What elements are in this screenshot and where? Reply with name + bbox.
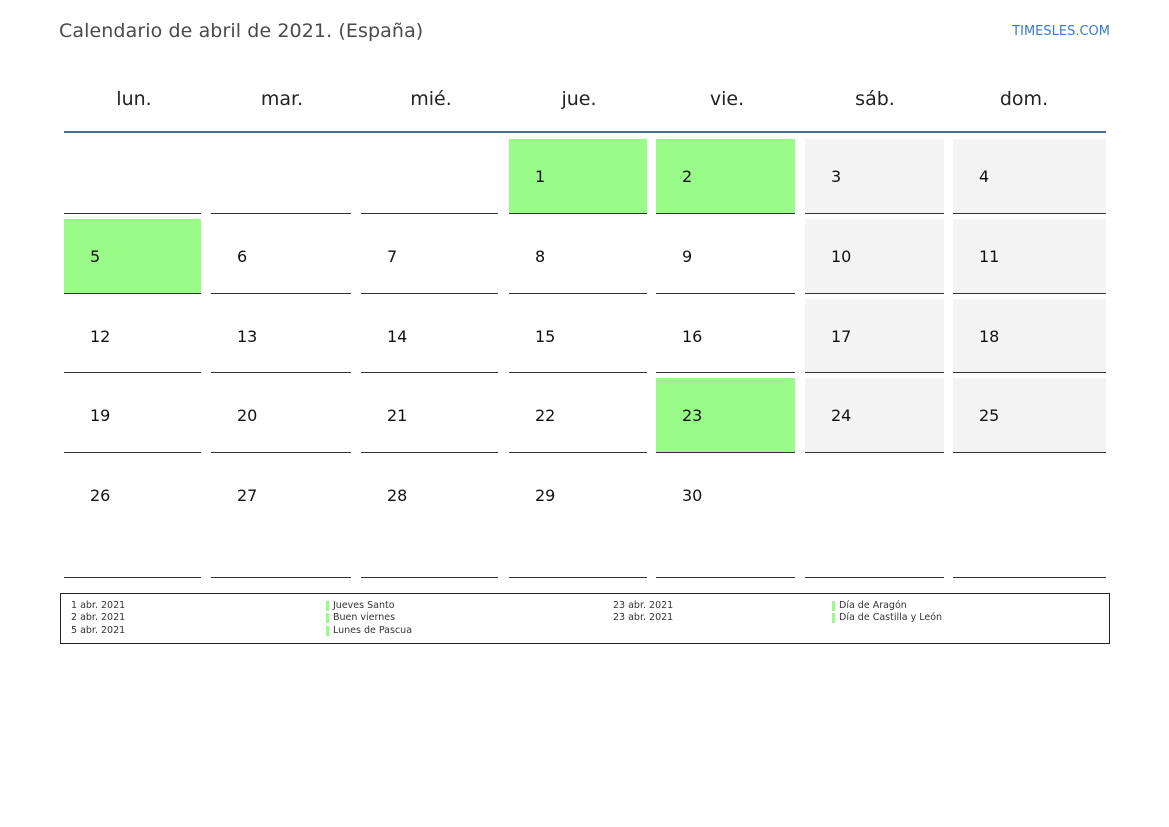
day-cell-25: 25 [953,378,1106,453]
day-number: 10 [831,247,852,266]
day-cell-21: 21 [361,378,498,453]
day-number: 17 [831,327,852,346]
day-number: 19 [90,406,111,425]
weekday-thu: jue. [561,88,597,110]
day-number: 15 [535,327,556,346]
day-cell-22: 22 [509,378,647,453]
day-number: 2 [682,167,693,186]
holiday-color-marker [326,613,329,623]
legend-holiday-item: Día de Castilla y León [832,612,942,623]
holiday-legend: 1 abr. 2021 2 abr. 2021 5 abr. 2021 Juev… [60,593,1110,644]
holiday-color-marker [832,613,835,623]
legend-holiday-item: Día de Aragón [832,600,907,611]
day-number: 5 [90,247,101,266]
day-number: 3 [831,167,842,186]
day-number: 27 [237,486,258,505]
legend-holiday-name: Buen viernes [333,612,396,623]
day-number: 13 [237,327,258,346]
day-number: 29 [535,486,556,505]
day-cell-3: 3 [805,139,944,214]
day-number: 23 [682,406,703,425]
day-number: 7 [387,247,398,266]
day-cell-6: 6 [211,219,351,294]
legend-holiday-item: Jueves Santo [326,600,395,611]
legend-holiday-name: Día de Castilla y León [839,612,943,623]
day-number: 4 [979,167,990,186]
legend-date: 23 abr. 2021 [613,600,674,611]
day-cell-10: 10 [805,219,944,294]
day-number: 28 [387,486,408,505]
legend-date: 5 abr. 2021 [71,625,126,636]
day-number: 21 [387,406,408,425]
day-cell-24: 24 [805,378,944,453]
empty-day-cell [805,458,944,578]
day-number: 24 [831,406,852,425]
legend-holiday-item: Buen viernes [326,612,395,623]
day-cell-11: 11 [953,219,1106,294]
day-cell-20: 20 [211,378,351,453]
day-cell-26: 26 [64,458,201,578]
day-cell-28: 28 [361,458,498,578]
empty-day-cell [953,458,1106,578]
day-cell-12: 12 [64,299,201,373]
day-cell-29: 29 [509,458,647,578]
header-divider [64,131,1106,133]
day-number: 1 [535,167,546,186]
legend-date: 1 abr. 2021 [71,600,126,611]
day-cell-15: 15 [509,299,647,373]
weekday-wed: mié. [410,88,452,110]
day-cell-19: 19 [64,378,201,453]
day-number: 18 [979,327,1000,346]
day-number: 8 [535,247,546,266]
day-cell-23: 23 [656,378,795,453]
day-cell-14: 14 [361,299,498,373]
day-number: 25 [979,406,1000,425]
day-cell-2: 2 [656,139,795,214]
day-number: 22 [535,406,556,425]
day-number: 6 [237,247,248,266]
day-cell-18: 18 [953,299,1106,373]
day-number: 20 [237,406,258,425]
weekday-sat: sáb. [855,88,895,110]
day-cell-4: 4 [953,139,1106,214]
day-cell-16: 16 [656,299,795,373]
day-cell-1: 1 [509,139,647,214]
holiday-color-marker [326,601,329,611]
weekday-mon: lun. [116,88,152,110]
day-number: 16 [682,327,703,346]
day-number: 30 [682,486,703,505]
day-number: 26 [90,486,111,505]
empty-day-cell [361,139,498,214]
weekday-tue: mar. [260,88,304,110]
day-cell-8: 8 [509,219,647,294]
holiday-color-marker [832,601,835,611]
holiday-color-marker [326,626,329,636]
day-cell-7: 7 [361,219,498,294]
site-link[interactable]: TIMESLES.COM [1012,24,1110,39]
weekday-fri: vie. [709,88,745,110]
day-cell-27: 27 [211,458,351,578]
legend-holiday-item: Lunes de Pascua [326,625,412,636]
day-cell-5: 5 [64,219,201,294]
day-cell-13: 13 [211,299,351,373]
day-cell-9: 9 [656,219,795,294]
legend-date: 2 abr. 2021 [71,612,126,623]
day-number: 11 [979,247,1000,266]
day-cell-17: 17 [805,299,944,373]
day-number: 9 [682,247,693,266]
empty-day-cell [211,139,351,214]
day-number: 12 [90,327,111,346]
legend-holiday-name: Día de Aragón [839,600,907,611]
day-cell-30: 30 [656,458,795,578]
day-number: 14 [387,327,408,346]
legend-date: 23 abr. 2021 [613,612,674,623]
page-title: Calendario de abril de 2021. (España) [59,20,424,42]
legend-holiday-name: Lunes de Pascua [333,625,413,636]
weekday-sun: dom. [999,88,1049,110]
empty-day-cell [64,139,201,214]
legend-holiday-name: Jueves Santo [333,600,395,611]
